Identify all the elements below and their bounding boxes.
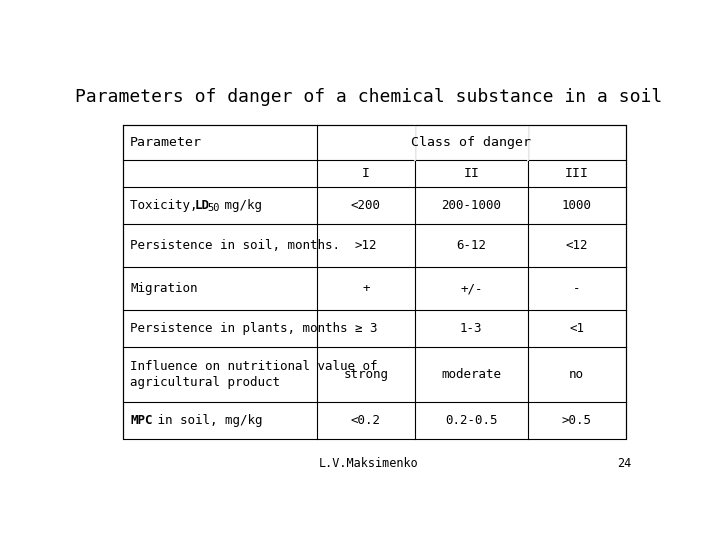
Text: MPC: MPC [130,414,153,427]
Text: LD: LD [194,199,210,212]
Text: <0.2: <0.2 [351,414,381,427]
Text: 50: 50 [207,203,220,213]
Text: 0.2-0.5: 0.2-0.5 [445,414,498,427]
Text: 200-1000: 200-1000 [441,199,501,212]
Text: +: + [362,282,369,295]
Text: <12: <12 [565,239,588,252]
Text: 1-3: 1-3 [460,322,482,335]
Text: <200: <200 [351,199,381,212]
Text: III: III [564,167,589,180]
Text: II: II [463,167,480,180]
Text: Persistence in soil, months.: Persistence in soil, months. [130,239,340,252]
Text: <1: <1 [570,322,584,335]
Text: L.V.Maksimenko: L.V.Maksimenko [319,457,419,470]
Text: in soil, mg/kg: in soil, mg/kg [150,414,262,427]
Text: Parameters of danger of a chemical substance in a soil: Parameters of danger of a chemical subst… [76,87,662,106]
Text: Parameter: Parameter [130,136,202,149]
Text: -: - [573,282,580,295]
Text: 1000: 1000 [562,199,592,212]
Text: Migration: Migration [130,282,198,295]
Text: +/-: +/- [460,282,482,295]
Text: no: no [570,368,584,381]
Text: 6-12: 6-12 [456,239,486,252]
Text: 24: 24 [617,457,631,470]
Text: strong: strong [343,368,388,381]
Text: Persistence in plants, months: Persistence in plants, months [130,322,348,335]
Text: Class of danger: Class of danger [411,136,531,149]
Text: >0.5: >0.5 [562,414,592,427]
Text: moderate: moderate [441,368,501,381]
Text: Influence on nutritional value of
agricultural product: Influence on nutritional value of agricu… [130,360,378,389]
Text: mg/kg: mg/kg [217,199,262,212]
Text: ≥ 3: ≥ 3 [354,322,377,335]
Text: Toxicity,: Toxicity, [130,199,205,212]
Text: >12: >12 [354,239,377,252]
Text: I: I [361,167,370,180]
